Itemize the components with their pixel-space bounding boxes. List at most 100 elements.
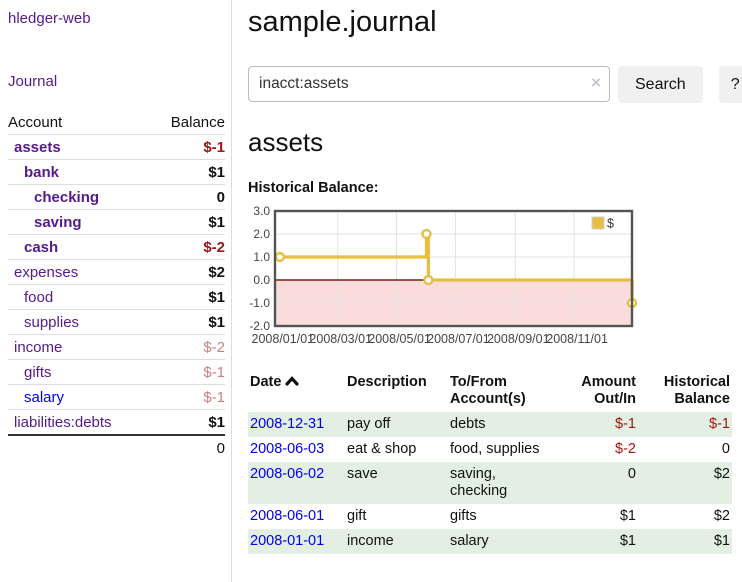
account-balance: $1 — [150, 160, 225, 185]
account-row: supplies $1 — [8, 310, 225, 335]
sidebar-account-checking[interactable]: checking — [34, 189, 99, 206]
sidebar-account-cash[interactable]: cash — [24, 239, 58, 256]
transaction-row: 2008-12-31pay offdebts$-1$-1 — [248, 412, 732, 437]
register-header-accounts: To/From Account(s) — [448, 370, 552, 412]
sidebar-account-expenses[interactable]: expenses — [14, 264, 78, 281]
accounts-table: Account Balance assets $-1 bank $1 checking 0… — [8, 110, 225, 460]
transaction-accounts: salary — [448, 529, 552, 554]
transaction-balance: $2 — [638, 462, 732, 504]
account-balance: $2 — [150, 260, 225, 285]
account-row: cash$-2 — [8, 235, 225, 260]
account-balance: $-2 — [150, 335, 225, 360]
account-balance: $-1 — [150, 135, 225, 160]
transaction-date-link[interactable]: 2008-01-01 — [250, 533, 324, 549]
accounts-header-account: Account — [8, 110, 150, 135]
register-body: 2008-12-31pay offdebts$-1$-12008-06-03ea… — [248, 412, 732, 554]
accounts-header-balance: Balance — [150, 110, 225, 135]
account-row: salary $-1 — [8, 385, 225, 410]
sidebar-account-supplies[interactable]: supplies — [24, 314, 79, 331]
transaction-description: save — [345, 462, 448, 504]
account-row: liabilities:debts $1 — [8, 410, 225, 436]
clear-search-icon[interactable]: × — [591, 73, 601, 93]
transaction-amount: $1 — [552, 529, 638, 554]
x-axis-tick-label: 2008/09/01 — [487, 332, 550, 346]
transaction-accounts: gifts — [448, 504, 552, 529]
transaction-description: gift — [345, 504, 448, 529]
transaction-description: pay off — [345, 412, 448, 437]
y-axis-tick-label: 1.0 — [253, 250, 270, 264]
sidebar-account-bank[interactable]: bank — [24, 164, 59, 181]
account-row: expenses $2 — [8, 260, 225, 285]
transaction-description: eat & shop — [345, 437, 448, 462]
account-balance: 0 — [150, 185, 225, 210]
sort-ascending-icon — [285, 374, 299, 391]
account-row: assets $-1 — [8, 135, 225, 160]
account-balance: $1 — [150, 410, 225, 436]
account-balance: $1 — [150, 310, 225, 335]
account-balance: $-1 — [150, 385, 225, 410]
x-axis-tick-label: 2008/11/01 — [546, 332, 608, 346]
accounts-total-row: 0 — [8, 435, 225, 460]
x-axis-tick-label: 2008/03/01 — [309, 332, 372, 346]
account-row: bank $1 — [8, 160, 225, 185]
transaction-date-link[interactable]: 2008-06-01 — [250, 508, 324, 524]
main-content: sample.journal × Search ? assets Histori… — [232, 0, 741, 582]
account-balance: $1 — [150, 285, 225, 310]
sidebar-account-liabilities-debts[interactable]: liabilities:debts — [14, 414, 112, 431]
transaction-description: income — [345, 529, 448, 554]
transaction-accounts: saving, checking — [448, 462, 552, 504]
help-button[interactable]: ? — [719, 66, 742, 103]
register-table: Date Description To/From Account(s) Amou… — [248, 370, 732, 554]
transaction-amount: $-1 — [552, 412, 638, 437]
account-row: gifts$-1 — [8, 360, 225, 385]
x-axis-tick-label: 2008/05/01 — [368, 332, 431, 346]
y-axis-tick-label: 0.0 — [253, 273, 270, 287]
transaction-amount: $1 — [552, 504, 638, 529]
transaction-date-link[interactable]: 2008-12-31 — [250, 416, 324, 432]
transaction-date-link[interactable]: 2008-06-02 — [250, 466, 324, 482]
chart-legend: $ — [592, 217, 614, 231]
search-form: × Search ? — [248, 66, 736, 103]
transaction-date-link[interactable]: 2008-06-03 — [250, 441, 324, 457]
transaction-balance: 0 — [638, 437, 732, 462]
transaction-accounts: debts — [448, 412, 552, 437]
sidebar: hledger-web Journal Account Balance asse… — [0, 0, 232, 582]
svg-text:$: $ — [607, 217, 614, 231]
x-axis-tick-label: 2008/01/01 — [252, 332, 315, 346]
transaction-row: 2008-06-03eat & shopfood, supplies$-20 — [248, 437, 732, 462]
transaction-row: 2008-01-01incomesalary$1$1 — [248, 529, 732, 554]
chart-svg: $3.02.01.00.0-1.0-2.02008/01/012008/03/0… — [248, 208, 648, 350]
historical-balance-chart: $3.02.01.00.0-1.0-2.02008/01/012008/03/0… — [248, 208, 648, 350]
sidebar-account-assets[interactable]: assets — [14, 139, 61, 156]
account-row: saving $1 — [8, 210, 225, 235]
sidebar-account-gifts[interactable]: gifts — [24, 364, 52, 381]
register-header-amount: Amount Out/In — [552, 370, 638, 412]
sidebar-item-journal[interactable]: Journal — [8, 73, 225, 90]
accounts-body: assets$-1bank$1checking0saving$1cash$-2e… — [8, 135, 225, 436]
y-axis-tick-label: 2.0 — [253, 227, 270, 241]
transaction-row: 2008-06-01giftgifts$1$2 — [248, 504, 732, 529]
search-button[interactable]: Search — [618, 66, 703, 103]
sidebar-account-salary[interactable]: salary — [24, 389, 64, 406]
sidebar-account-income[interactable]: income — [14, 339, 62, 356]
sidebar-account-saving[interactable]: saving — [34, 214, 82, 231]
brand-link[interactable]: hledger-web — [8, 10, 91, 27]
register-header-balance: Historical Balance — [638, 370, 732, 412]
data-point-marker — [276, 253, 284, 261]
search-input[interactable] — [248, 66, 610, 102]
transaction-balance: $1 — [638, 529, 732, 554]
y-axis-tick-label: -2.0 — [249, 319, 270, 333]
data-point-marker — [422, 230, 430, 238]
account-row: food $1 — [8, 285, 225, 310]
transaction-accounts: food, supplies — [448, 437, 552, 462]
x-axis-tick-label: 2008/07/01 — [427, 332, 490, 346]
y-axis-tick-label: 3.0 — [253, 204, 270, 218]
search-input-wrap: × — [248, 66, 610, 103]
register-header-row: Date Description To/From Account(s) Amou… — [248, 370, 732, 412]
transaction-amount: 0 — [552, 462, 638, 504]
account-balance: $1 — [150, 210, 225, 235]
app-layout: hledger-web Journal Account Balance asse… — [0, 0, 742, 582]
account-heading: assets — [248, 127, 736, 158]
sidebar-account-food[interactable]: food — [24, 289, 53, 306]
register-header-date[interactable]: Date — [248, 370, 345, 412]
